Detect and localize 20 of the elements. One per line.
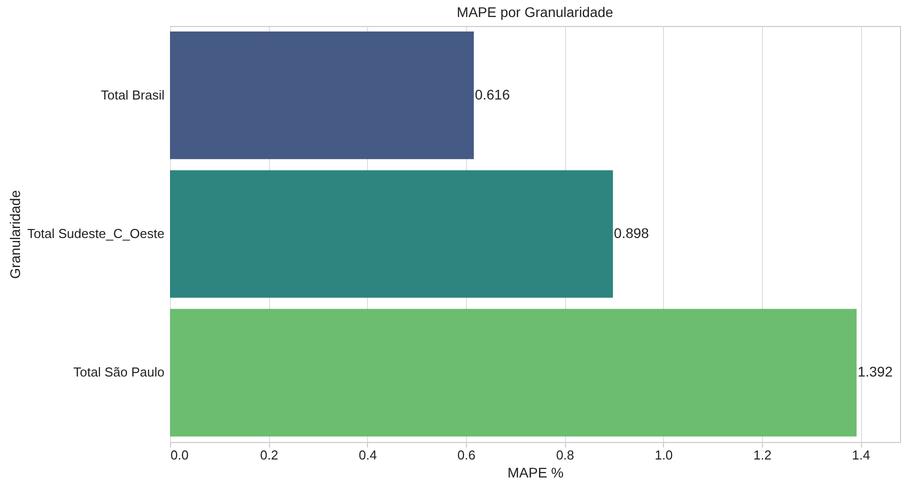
y-tick-label: Total Brasil — [100, 87, 165, 102]
x-tick-label: 0.0 — [170, 448, 189, 462]
y-axis-title: Granularidade — [7, 190, 24, 279]
x-axis-title: MAPE % — [507, 464, 564, 480]
x-tick-label: 1.2 — [753, 448, 772, 462]
bar — [170, 170, 613, 298]
x-tick-label: 0.4 — [358, 448, 377, 462]
y-tick-label: Total Sudeste_C_Oeste — [27, 226, 164, 241]
x-tick-label: 1.0 — [654, 448, 673, 462]
y-tick-label: Total São Paulo — [73, 364, 164, 380]
x-tick-label: 0.2 — [260, 448, 278, 462]
x-tick-label: 0.6 — [457, 448, 476, 462]
bar — [170, 308, 857, 436]
chart-title: MAPE por Granularidade — [456, 4, 614, 20]
data-label: 0.616 — [474, 86, 510, 102]
data-label: 0.898 — [614, 225, 650, 241]
x-tick-label: 0.8 — [556, 448, 574, 462]
data-label: 1.392 — [858, 364, 893, 380]
bar — [170, 32, 474, 160]
x-tick-label: 1.4 — [852, 448, 870, 462]
